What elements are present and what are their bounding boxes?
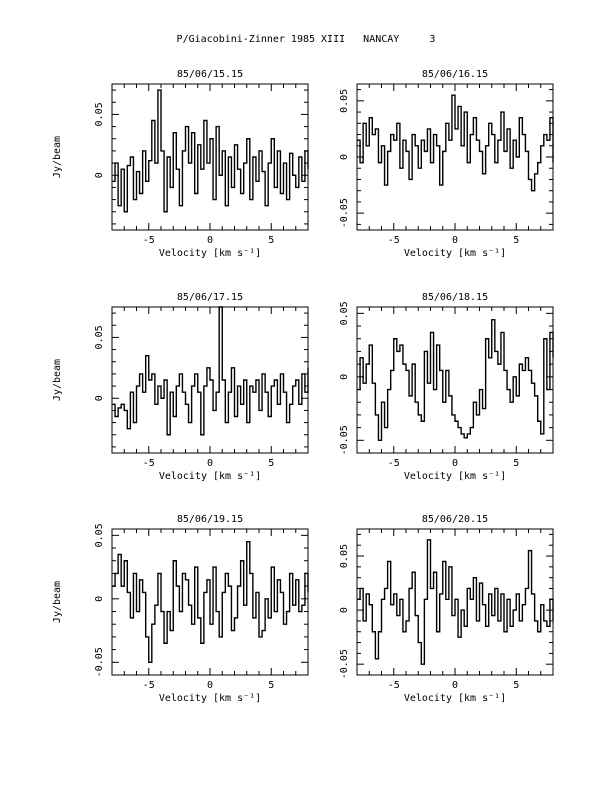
x-tick-label: 0 [207, 680, 213, 691]
x-axis-label: Velocity [km s⁻¹] [404, 693, 506, 704]
y-tick-label: -0.05 [339, 649, 350, 679]
x-tick-label: 0 [207, 235, 213, 246]
x-tick-label: 5 [513, 235, 519, 246]
x-tick-label: 0 [452, 680, 458, 691]
spectrum-series-line [112, 89, 309, 213]
x-axis-label: Velocity [km s⁻¹] [159, 693, 261, 704]
x-axis-label: Velocity [km s⁻¹] [404, 471, 506, 482]
y-axis-label: Jy/beam [52, 359, 63, 401]
x-tick-label: -5 [388, 680, 400, 691]
x-axis-label: Velocity [km s⁻¹] [404, 248, 506, 259]
chart-title: 85/06/20.15 [422, 514, 488, 525]
y-tick-label: 0.05 [94, 102, 105, 126]
chart-panel-4: -5 0 5 -0.05 0 0.05 85/06/18.15 Velocity [km s⁻… [339, 292, 554, 482]
x-tick-label: 5 [513, 458, 519, 469]
x-tick-label: -5 [143, 235, 155, 246]
chart-panel-2: -5 0 5 -0.05 0 0.05 85/06/16.15 Velocity [km s⁻… [339, 69, 554, 259]
spectrum-series-line [112, 541, 309, 663]
y-tick-label: 0.05 [94, 523, 105, 547]
y-tick-label: -0.05 [94, 647, 105, 677]
x-tick-label: 5 [513, 680, 519, 691]
x-tick-label: -5 [388, 235, 400, 246]
chart-panel-5: -5 0 5 -0.05 0 0.05 85/06/19.15 Velocity [km s⁻… [52, 514, 309, 704]
spectrum-series-line [357, 319, 554, 441]
spectrum-series-line [357, 539, 554, 665]
chart-panel-6: -5 0 5 -0.05 0 0.05 85/06/20.15 Velocity [km s⁻… [339, 514, 554, 704]
x-tick-label: 0 [207, 458, 213, 469]
chart-title: 85/06/17.15 [177, 292, 243, 303]
spectrum-series-line [112, 306, 309, 436]
chart-title: 85/06/19.15 [177, 514, 243, 525]
y-axis-label: Jy/beam [52, 581, 63, 623]
y-tick-label: -0.05 [339, 425, 350, 455]
x-axis-label: Velocity [km s⁻¹] [159, 248, 261, 259]
y-tick-label: 0.05 [339, 89, 350, 113]
x-axis-label: Velocity [km s⁻¹] [159, 471, 261, 482]
chart-title: 85/06/15.15 [177, 69, 243, 80]
x-tick-label: 0 [452, 458, 458, 469]
y-tick-label: 0 [339, 154, 350, 160]
y-tick-label: 0 [94, 596, 105, 602]
y-tick-label: 0.05 [339, 301, 350, 325]
x-tick-label: -5 [388, 458, 400, 469]
chart-title: 85/06/16.15 [422, 69, 488, 80]
page-title: P/Giacobini-Zinner 1985 XIII NANCAY 3 [176, 34, 436, 45]
x-tick-label: -5 [143, 458, 155, 469]
y-tick-label: 0 [94, 395, 105, 401]
y-tick-label: 0 [94, 172, 105, 178]
chart-panel-3: -5 0 5 0 0.05 85/06/17.15 Velocity [km s⁻¹] Jy/… [52, 292, 309, 482]
y-tick-label: 0.05 [339, 544, 350, 568]
x-tick-label: 0 [452, 235, 458, 246]
chart-title: 85/06/18.15 [422, 292, 488, 303]
y-tick-label: 0.05 [94, 325, 105, 349]
x-tick-label: -5 [143, 680, 155, 691]
spectrum-series-line [357, 94, 554, 192]
chart-panel-1: -5 0 5 0 0.05 85/06/15.15 Velocity [km s⁻¹] Jy/… [52, 69, 309, 259]
x-tick-label: 5 [268, 235, 274, 246]
x-tick-label: 5 [268, 680, 274, 691]
plot-frame [356, 306, 554, 454]
y-axis-label: Jy/beam [52, 136, 63, 178]
y-tick-label: 0 [339, 374, 350, 380]
y-tick-label: 0 [339, 607, 350, 613]
x-tick-label: 5 [268, 458, 274, 469]
y-tick-label: -0.05 [339, 198, 350, 228]
